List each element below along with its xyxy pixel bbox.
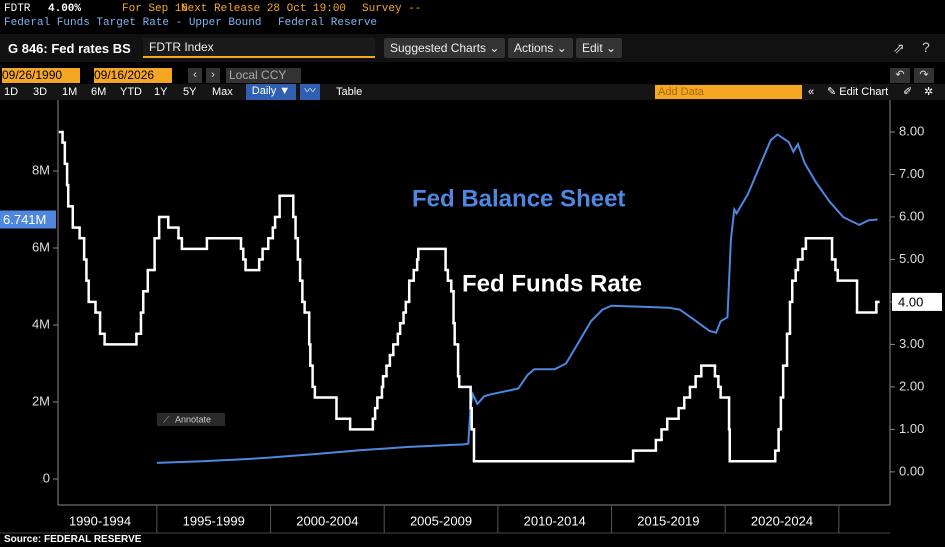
y-tick-label: 6M xyxy=(32,239,50,254)
y2-tick-label: 0.00 xyxy=(899,463,924,478)
y2-tick-label: 5.00 xyxy=(899,251,924,266)
y-tick-label: 0 xyxy=(43,470,50,485)
y2-tick-label: 1.00 xyxy=(899,421,924,436)
range-button[interactable]: 1D xyxy=(4,86,19,98)
last-value: 4.00% xyxy=(48,3,82,15)
x-tick-label: 2020-2024 xyxy=(751,513,813,528)
range-button[interactable]: Max xyxy=(212,86,233,98)
y-tick-label: 4M xyxy=(32,316,50,331)
survey: Survey -- xyxy=(362,3,422,15)
add-data-input[interactable]: Add Data xyxy=(655,85,802,99)
last-value-tag: 4.00 xyxy=(892,292,942,311)
y2-tick-label: 3.00 xyxy=(899,336,924,351)
range-button[interactable]: 1M xyxy=(62,86,78,98)
tag-box xyxy=(0,210,56,229)
range-button[interactable]: YTD xyxy=(120,86,142,98)
annotate-icon: ⟋ xyxy=(163,414,170,424)
last-value-label: 4.00 xyxy=(898,294,923,309)
pen-icon[interactable]: ✐ xyxy=(903,86,913,98)
label: Actions xyxy=(514,41,554,55)
edit-button[interactable]: Edit ⌄ xyxy=(576,38,623,58)
settings-icon[interactable]: ✲ xyxy=(924,86,934,98)
last-value-label: 6.741M xyxy=(3,212,46,227)
next-button[interactable]: › xyxy=(206,68,220,83)
source-org: Federal Reserve xyxy=(278,17,378,29)
last-value-tag: 6.741M xyxy=(0,210,56,229)
annotate-label: Annotate xyxy=(175,414,211,424)
y2-tick-label: 2.00 xyxy=(899,378,924,393)
tag-box xyxy=(892,292,942,311)
x-tick-label: 2015-2019 xyxy=(637,513,699,528)
edit-chart-button[interactable]: ✎ Edit Chart xyxy=(827,86,889,98)
actions-button[interactable]: Actions ⌄ xyxy=(508,38,573,58)
table-button[interactable]: Table xyxy=(336,86,363,98)
y-tick-label: 8M xyxy=(32,162,50,177)
frequency[interactable]: Daily ▼ xyxy=(246,84,296,100)
footer xyxy=(0,533,945,547)
annotate-box xyxy=(157,413,225,426)
y2-tick-label: 6.00 xyxy=(899,208,924,223)
x-tick-label: 2010-2014 xyxy=(524,513,586,528)
redo-button[interactable]: ↷ xyxy=(914,68,934,83)
export-icon[interactable]: ⇗ xyxy=(893,40,905,56)
release-date: For Sep 16 xyxy=(122,3,189,15)
label: Edit Chart xyxy=(839,86,889,98)
x-tick-label: 1990-1994 xyxy=(69,513,131,528)
y2-tick-label: 8.00 xyxy=(899,123,924,138)
description: Federal Funds Target Rate - Upper Bound xyxy=(4,17,262,29)
collapse-icon[interactable]: « xyxy=(808,86,815,98)
currency[interactable]: Local CCY xyxy=(226,68,301,83)
chart-name: G 846: Fed rates BS xyxy=(8,41,131,56)
suggested-charts-button[interactable]: Suggested Charts ⌄ xyxy=(384,38,506,58)
next-release: Next Release 28 Oct 19:00 xyxy=(181,3,347,15)
start-date[interactable]: 09/26/1990 xyxy=(2,68,80,83)
source: Source: FEDERAL RESERVE xyxy=(4,534,142,545)
y2-tick-label: 7.00 xyxy=(899,166,924,181)
y-tick-label: 2M xyxy=(32,393,50,408)
x-tick-label: 1995-1999 xyxy=(183,513,245,528)
series-annotation: Fed Funds Rate xyxy=(462,270,642,297)
security-input[interactable]: FDTR Index xyxy=(143,38,375,58)
help-icon[interactable]: ? xyxy=(922,39,930,55)
range-button[interactable]: 5Y xyxy=(183,86,197,98)
chart-type-icon[interactable]: 〰 xyxy=(300,84,320,100)
series-line xyxy=(156,133,878,464)
series-annotation: Fed Balance Sheet xyxy=(412,185,625,212)
undo-button[interactable]: ↶ xyxy=(890,68,910,83)
x-tick-label: 2005-2009 xyxy=(410,513,472,528)
end-date[interactable]: 09/16/2026 xyxy=(94,68,172,83)
range-button[interactable]: 1Y xyxy=(154,86,168,98)
range-button[interactable]: 3D xyxy=(33,86,48,98)
label: Suggested Charts xyxy=(390,41,487,55)
annotate-button[interactable]: ⟋ Annotate xyxy=(157,413,225,426)
ticker: FDTR xyxy=(4,3,31,15)
range-button[interactable]: 6M xyxy=(91,86,107,98)
x-tick-label: 2000-2004 xyxy=(296,513,358,528)
prev-button[interactable]: ‹ xyxy=(188,68,202,83)
label: Edit xyxy=(582,41,603,55)
